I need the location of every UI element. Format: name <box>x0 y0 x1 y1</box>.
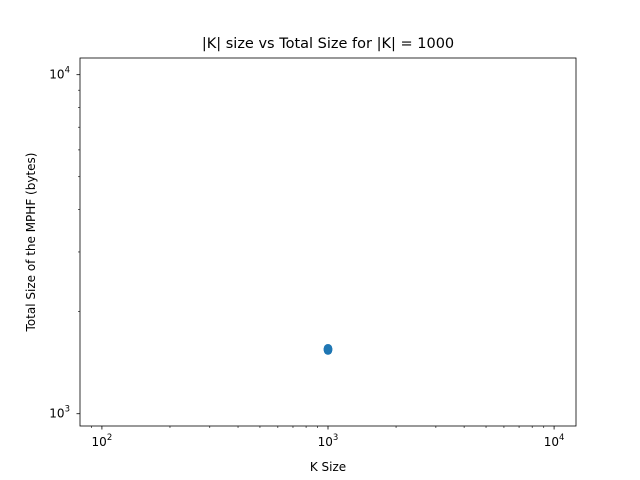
y-axis-label: Total Size of the MPHF (bytes) <box>24 153 38 333</box>
x-tick-label: 102 <box>92 433 113 449</box>
x-tick-label: 104 <box>544 433 565 449</box>
x-axis-label: K Size <box>310 460 346 474</box>
chart-title: |K| size vs Total Size for |K| = 1000 <box>202 36 454 52</box>
axes-frame <box>79 57 577 427</box>
plot-area: 102 103 104 103 104 <box>49 57 577 449</box>
data-point <box>323 344 333 353</box>
y-tick-label: 103 <box>49 405 70 421</box>
y-tick-label: 104 <box>49 66 70 82</box>
x-tick-label: 103 <box>318 433 339 449</box>
